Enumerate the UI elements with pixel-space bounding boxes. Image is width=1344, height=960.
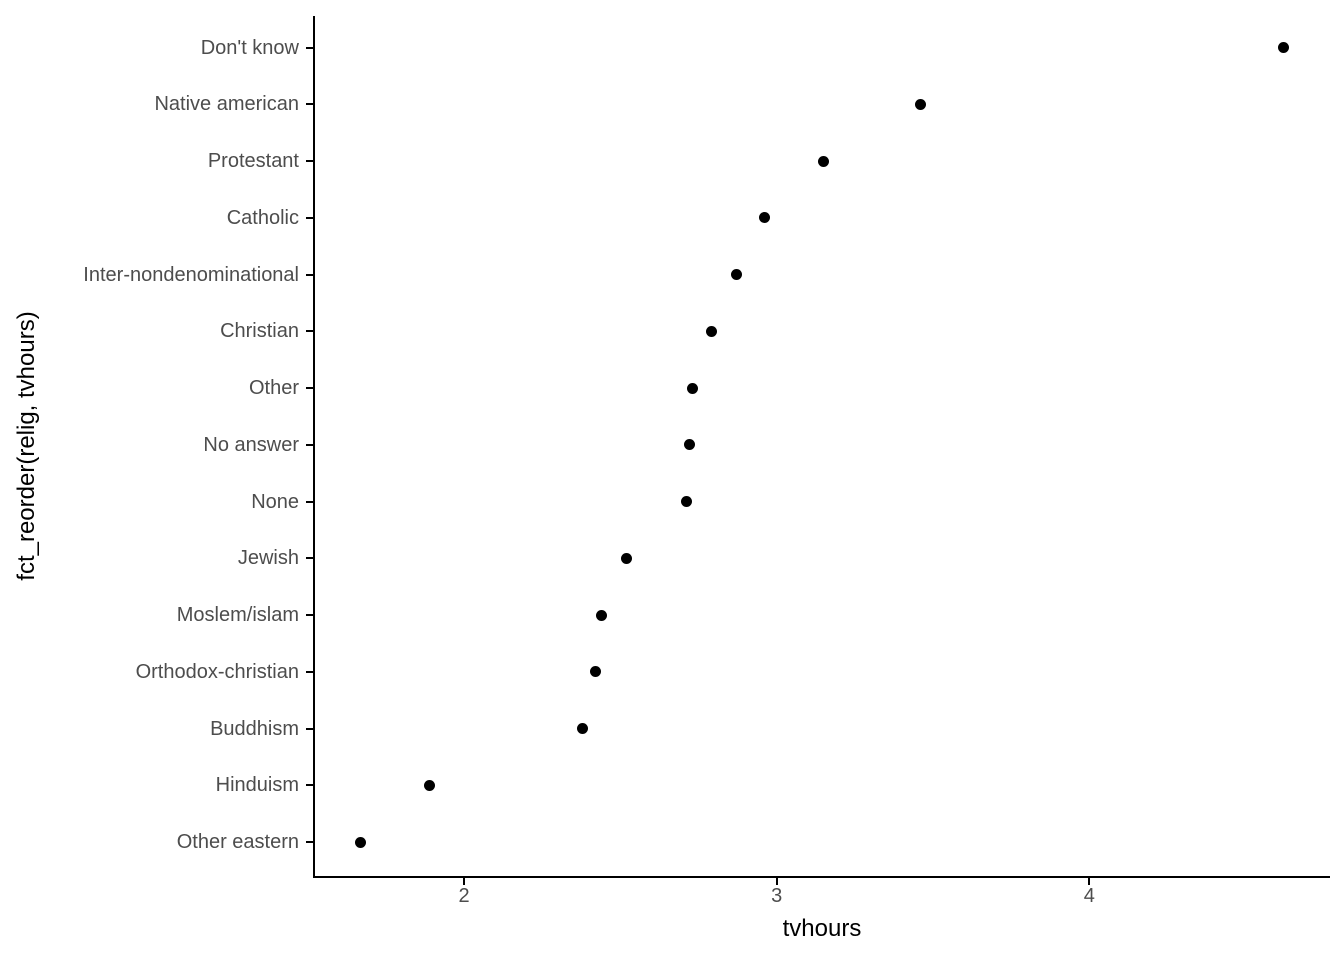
- y-axis-tick: [306, 103, 314, 106]
- x-axis-tick-label: 3: [771, 885, 783, 907]
- y-axis-title: fct_reorder(relig, tvhours): [13, 311, 40, 581]
- y-category-label: Hinduism: [215, 774, 299, 797]
- y-category-label: Moslem/islam: [176, 604, 299, 626]
- y-category-label: Other: [248, 377, 299, 399]
- y-category-label: Catholic: [226, 206, 299, 229]
- y-axis-tick: [306, 330, 314, 333]
- y-axis-tick: [306, 614, 314, 616]
- y-axis-tick: [306, 387, 314, 389]
- x-axis-tick: [463, 878, 466, 885]
- y-axis-tick: [306, 443, 314, 446]
- x-axis-tick: [1088, 878, 1091, 885]
- y-axis-tick: [306, 784, 314, 787]
- y-axis-tick: [306, 841, 314, 843]
- data-point: [424, 779, 436, 791]
- data-point: [355, 836, 367, 848]
- data-point: [818, 155, 830, 167]
- y-category-label: No answer: [203, 433, 299, 456]
- y-category-label: Native american: [154, 93, 299, 116]
- data-point: [577, 723, 589, 734]
- y-category-label: Jewish: [237, 547, 299, 570]
- data-point: [914, 98, 926, 110]
- y-axis-tick: [306, 500, 314, 503]
- y-axis-tick: [306, 273, 314, 276]
- data-point: [758, 212, 770, 224]
- data-point: [705, 325, 717, 337]
- y-category-label: Inter-nondenominational: [83, 263, 299, 286]
- y-category-label: Other eastern: [176, 831, 299, 853]
- x-axis-tick: [775, 878, 778, 885]
- data-point: [730, 269, 742, 280]
- data-point: [1277, 42, 1289, 53]
- y-category-label: Protestant: [207, 150, 299, 172]
- data-point: [680, 496, 692, 507]
- data-point: [596, 609, 608, 621]
- x-axis-line: [313, 876, 1330, 878]
- y-axis-tick: [306, 670, 314, 673]
- y-axis-tick: [306, 557, 314, 560]
- data-point: [589, 666, 601, 678]
- x-axis-tick-label: 2: [458, 885, 470, 907]
- y-axis-tick: [306, 216, 314, 219]
- data-point: [683, 439, 695, 451]
- data-point: [686, 382, 698, 394]
- y-category-label: Christian: [220, 320, 299, 343]
- x-axis-tick-label: 4: [1083, 885, 1095, 907]
- y-axis-line: [313, 16, 315, 877]
- y-category-label: Don't know: [200, 36, 299, 59]
- y-category-label: Buddhism: [210, 717, 299, 740]
- x-axis-title: tvhours: [782, 915, 862, 942]
- y-axis-tick: [306, 46, 314, 49]
- y-category-label: Orthodox-christian: [135, 660, 299, 683]
- y-axis-tick: [306, 160, 314, 162]
- data-point: [621, 552, 633, 564]
- y-axis-tick: [306, 727, 314, 730]
- y-category-label: None: [251, 490, 299, 513]
